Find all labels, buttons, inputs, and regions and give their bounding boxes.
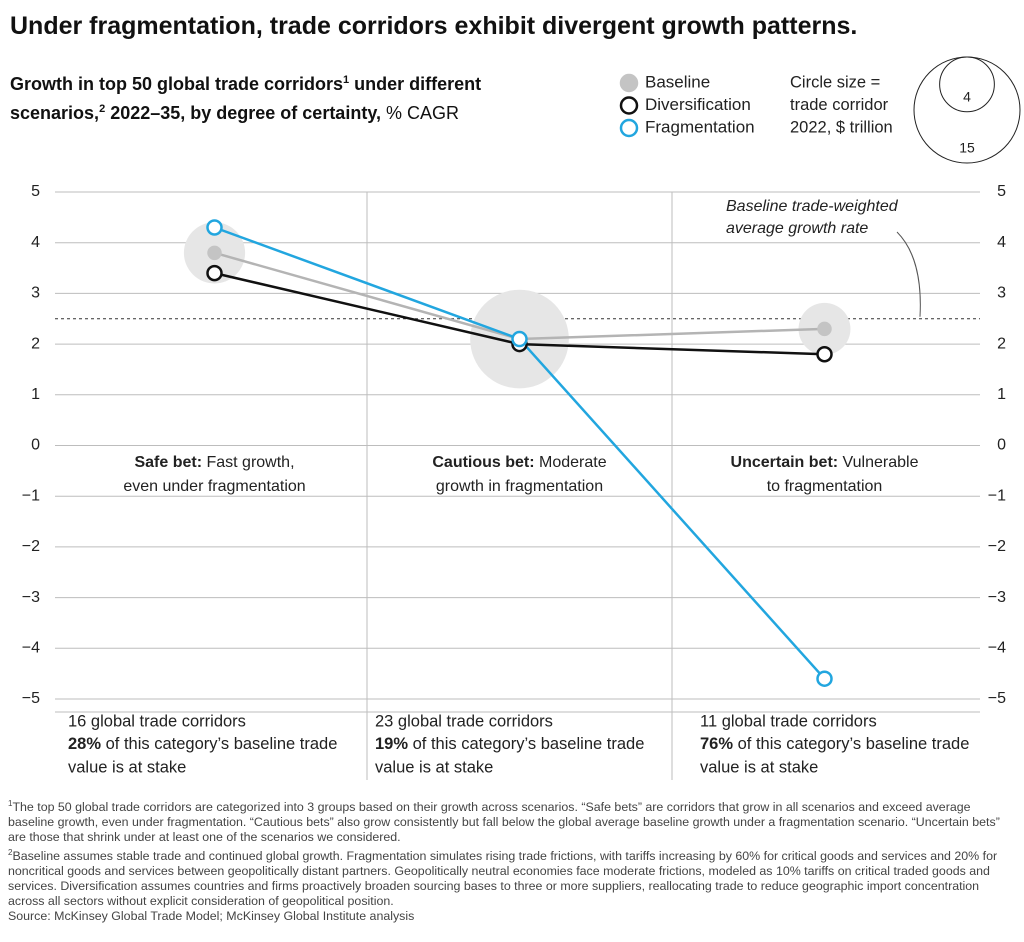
chart-title: Under fragmentation, trade corridors exh… bbox=[10, 12, 858, 40]
group-share-text: of this category’s baseline trade bbox=[733, 735, 969, 753]
group-share-text: of this category’s baseline trade bbox=[408, 735, 644, 753]
series-marker bbox=[817, 321, 832, 337]
y2-tick-label: 3 bbox=[997, 285, 1006, 302]
group-label-bold: Cautious bet: bbox=[432, 454, 534, 471]
legend-label: Fragmentation bbox=[645, 117, 755, 136]
group-label-bold: Uncertain bet: bbox=[731, 454, 839, 471]
y-tick-label: −4 bbox=[22, 640, 40, 657]
y-tick-label: 2 bbox=[31, 335, 40, 352]
group-share-value: 19% bbox=[375, 735, 408, 753]
size-legend-circle bbox=[939, 56, 995, 113]
group-share: 76% of this category’s baseline trade bbox=[700, 735, 969, 753]
reference-leader bbox=[896, 231, 921, 317]
series-marker bbox=[511, 330, 528, 348]
footnote-marker: 2 bbox=[8, 848, 13, 858]
group-description: to fragmentation bbox=[767, 478, 883, 495]
chart-subtitle: Growth in top 50 global trade corridors1… bbox=[10, 68, 580, 126]
y2-tick-label: −5 bbox=[988, 690, 1006, 707]
y-tick-label: 0 bbox=[31, 437, 40, 454]
series-marker bbox=[206, 264, 223, 282]
legend-marker bbox=[619, 118, 639, 138]
group-corridors: 16 global trade corridors bbox=[68, 712, 246, 730]
footnote-text: Baseline assumes stable trade and contin… bbox=[8, 849, 998, 909]
footnote: 2Baseline assumes stable trade and conti… bbox=[8, 845, 1013, 909]
reference-label: Baseline trade-weighted bbox=[726, 198, 899, 215]
group-share-text: value is at stake bbox=[375, 758, 493, 776]
y2-tick-label: 1 bbox=[997, 386, 1006, 403]
y2-tick-label: −4 bbox=[988, 640, 1006, 657]
y-tick-label: −3 bbox=[22, 589, 40, 606]
group-description: Vulnerable bbox=[838, 454, 918, 471]
size-legend-label: trade corridor bbox=[790, 96, 889, 114]
series-marker bbox=[206, 219, 223, 236]
group-share-value: 76% bbox=[700, 735, 733, 753]
group-label-bold: Safe bet: bbox=[134, 454, 202, 471]
reference-label: average growth rate bbox=[726, 220, 868, 237]
footnotes: 1The top 50 global trade corridors are c… bbox=[8, 796, 1013, 924]
group-share-value: 28% bbox=[68, 735, 101, 753]
y2-tick-label: 5 bbox=[997, 183, 1006, 200]
subtitle-part: 2022–35, by degree of certainty, bbox=[105, 103, 381, 123]
series-marker bbox=[816, 345, 833, 363]
group-share: 28% of this category’s baseline trade bbox=[68, 735, 337, 753]
size-legend-value: 15 bbox=[959, 140, 975, 156]
group-description: growth in fragmentation bbox=[436, 478, 603, 495]
y2-tick-label: 2 bbox=[997, 335, 1006, 352]
subtitle-part: 1 bbox=[343, 74, 350, 86]
y2-tick-label: −1 bbox=[988, 487, 1006, 504]
chart: Baseline Diversification Fragmentation Circ… bbox=[22, 56, 1021, 780]
subtitle-part: under different scenarios, bbox=[10, 74, 482, 123]
size-legend-value: 4 bbox=[963, 88, 971, 104]
group-label: Uncertain bet: Vulnerable bbox=[731, 454, 919, 471]
y-tick-label: −2 bbox=[22, 538, 40, 555]
y2-tick-label: −2 bbox=[988, 538, 1006, 555]
y-tick-label: 4 bbox=[31, 234, 40, 251]
y-tick-label: 1 bbox=[31, 386, 40, 403]
group-corridors: 11 global trade corridors bbox=[700, 712, 877, 730]
footnote-text: The top 50 global trade corridors are ca… bbox=[8, 800, 1000, 845]
series-marker bbox=[816, 670, 833, 687]
group-description: Moderate bbox=[535, 454, 607, 471]
group-share-text: value is at stake bbox=[68, 758, 186, 776]
y-tick-label: −1 bbox=[22, 487, 40, 504]
group-description: Fast growth, bbox=[202, 454, 294, 471]
footnote-marker: 1 bbox=[8, 799, 13, 808]
size-legend-label: 2022, $ trillion bbox=[790, 118, 893, 136]
series-marker bbox=[207, 245, 222, 261]
group-share-text: of this category’s baseline trade bbox=[101, 735, 337, 753]
subtitle-part: 2 bbox=[99, 103, 106, 115]
footnote: 1The top 50 global trade corridors are c… bbox=[8, 796, 1013, 845]
source: Source: McKinsey Global Trade Model; McK… bbox=[8, 909, 415, 924]
group-description: even under fragmentation bbox=[123, 478, 305, 495]
y-tick-label: 3 bbox=[31, 285, 40, 302]
y2-tick-label: 0 bbox=[997, 437, 1006, 454]
y-tick-label: 5 bbox=[31, 183, 40, 200]
group-label: Cautious bet: Moderate bbox=[432, 454, 606, 471]
y2-tick-label: −3 bbox=[988, 589, 1006, 606]
subtitle-part: % CAGR bbox=[381, 103, 460, 123]
y-tick-label: −5 bbox=[22, 690, 40, 707]
legend-label: Diversification bbox=[645, 95, 751, 114]
legend-label: Baseline bbox=[645, 72, 710, 91]
legend-marker bbox=[619, 96, 639, 115]
size-legend-label: Circle size = bbox=[790, 73, 880, 91]
legend-marker bbox=[619, 73, 639, 93]
group-corridors: 23 global trade corridors bbox=[375, 712, 553, 730]
subtitle-part: Growth in top 50 global trade corridors bbox=[10, 74, 344, 94]
y2-tick-label: 4 bbox=[997, 234, 1006, 251]
group-share: 19% of this category’s baseline trade bbox=[375, 735, 644, 753]
group-label: Safe bet: Fast growth, bbox=[134, 454, 294, 471]
group-share-text: value is at stake bbox=[700, 758, 818, 776]
